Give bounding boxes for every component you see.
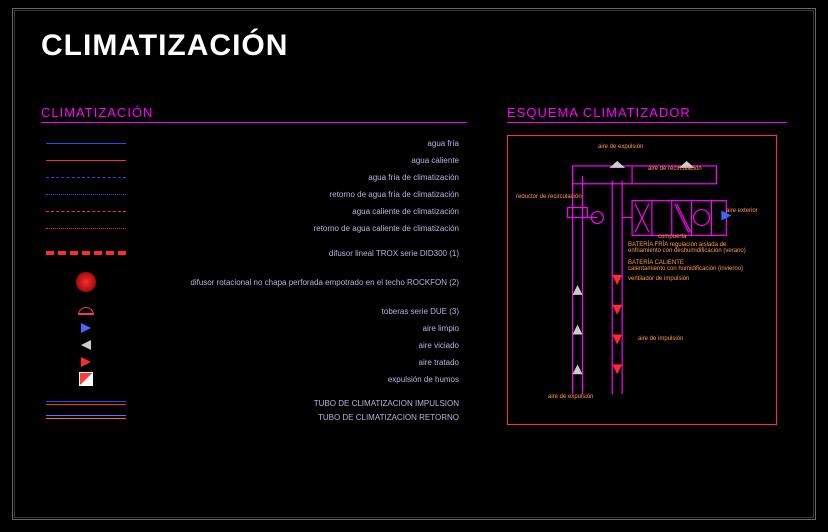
- legend-swatch: [41, 171, 131, 183]
- tube-retorno-label: TUBO DE CLIMATIZACION RETORNO: [131, 413, 467, 422]
- legend-swatch: [41, 247, 131, 259]
- legend-label: toberas serie DUE (3): [131, 307, 467, 316]
- smoke-exhaust-icon: [79, 372, 93, 386]
- legend-label: agua caliente de climatización: [131, 207, 467, 216]
- arrow-icon: [81, 357, 91, 367]
- tube-impulsion-label: TUBO DE CLIMATIZACION IMPULSION: [131, 399, 467, 408]
- legend-label: difusor rotacional no chapa perforada em…: [131, 278, 467, 287]
- rotational-diffuser-icon: [76, 272, 96, 292]
- arrow-icon: [81, 323, 91, 333]
- drawing-frame: CLIMATIZACIÓN CLIMATIZACIÓN agua fríaagu…: [14, 10, 814, 518]
- legend-swatch: [41, 188, 131, 200]
- legend-heading: CLIMATIZACIÓN: [41, 105, 467, 123]
- legend-row: retorno de agua fría de climatización: [41, 186, 467, 202]
- legend-row: agua fría: [41, 135, 467, 151]
- legend-label: expulsión de humos: [131, 375, 467, 384]
- legend-label: agua fría: [131, 139, 467, 148]
- legend-swatch: [41, 373, 131, 385]
- schematic-heading: ESQUEMA CLIMATIZADOR: [507, 105, 787, 123]
- nozzle-icon: [78, 307, 94, 315]
- schematic-label-left1: reductor de recirculación: [516, 194, 582, 200]
- legend-label: retorno de agua fría de climatización: [131, 190, 467, 199]
- schematic-label-mid2: BATERÍA FRÍA regulación aislada de enfri…: [628, 242, 758, 254]
- legend-row: agua caliente de climatización: [41, 203, 467, 219]
- legend-row: toberas serie DUE (3): [41, 303, 467, 319]
- schematic-label-top1: aire de expulsión: [598, 144, 643, 150]
- legend-row: retorno de agua caliente de climatizació…: [41, 220, 467, 236]
- legend-swatch: [41, 137, 131, 149]
- legend-row: aire viciado: [41, 337, 467, 353]
- legend-swatch: [41, 356, 131, 368]
- legend-swatch: [41, 305, 131, 317]
- schematic-label-mid4: calentamiento con humidificación (invier…: [628, 266, 758, 272]
- arrow-icon: [81, 340, 91, 350]
- legend-swatch: [41, 222, 131, 234]
- page-title: CLIMATIZACIÓN: [41, 29, 787, 63]
- legend-row: agua caliente: [41, 152, 467, 168]
- legend-row: agua fría de climatización: [41, 169, 467, 185]
- tube-retorno-row: TUBO DE CLIMATIZACION RETORNO: [41, 410, 467, 424]
- legend-swatch: [41, 205, 131, 217]
- schematic-panel: ESQUEMA CLIMATIZADOR: [507, 105, 787, 425]
- legend-label: retorno de agua caliente de climatizació…: [131, 224, 467, 233]
- legend-label: agua fría de climatización: [131, 173, 467, 182]
- legend-swatch: [41, 322, 131, 334]
- legend-swatch: [41, 154, 131, 166]
- legend-row: difusor rotacional no chapa perforada em…: [41, 270, 467, 294]
- schematic-diagram: aire de expulsión aire de recirculación …: [507, 135, 777, 425]
- legend-panel: CLIMATIZACIÓN agua fríaagua calienteagua…: [41, 105, 467, 425]
- legend-row: expulsión de humos: [41, 371, 467, 387]
- legend-label: aire tratado: [131, 358, 467, 367]
- tube-impulsion-row: TUBO DE CLIMATIZACION IMPULSION: [41, 396, 467, 410]
- schematic-label-bottomleft: aire de expulsión: [548, 394, 593, 400]
- tube-impulsion-swatch: [41, 401, 131, 405]
- legend-row: aire limpio: [41, 320, 467, 336]
- legend-swatch: [41, 339, 131, 351]
- legend-label: agua caliente: [131, 156, 467, 165]
- schematic-label-top2: aire de recirculación: [648, 166, 702, 172]
- schematic-label-right1: aire exterior: [726, 208, 758, 214]
- tube-retorno-swatch: [41, 415, 131, 419]
- legend-list: agua fría agua caliente agua fría de clima…: [41, 135, 467, 387]
- legend-label: aire limpio: [131, 324, 467, 333]
- content-area: CLIMATIZACIÓN agua fríaagua calienteagua…: [41, 105, 787, 425]
- schematic-label-mid5: ventilador de impulsión: [628, 276, 689, 282]
- schematic-label-bottom1: aire de impulsión: [638, 336, 683, 342]
- legend-label: difusor lineal TROX serie DID300 (1): [131, 249, 467, 258]
- schematic-label-mid1: compuerta: [658, 234, 686, 240]
- legend-row: difusor lineal TROX serie DID300 (1): [41, 245, 467, 261]
- legend-label: aire viciado: [131, 341, 467, 350]
- legend-row: aire tratado: [41, 354, 467, 370]
- legend-swatch: [41, 276, 131, 288]
